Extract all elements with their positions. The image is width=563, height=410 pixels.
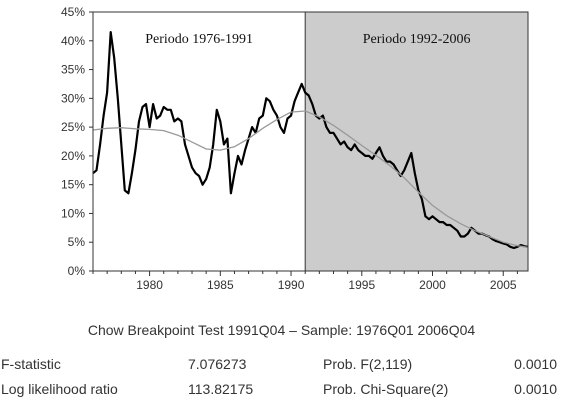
x-tick-label: 1980: [136, 278, 163, 292]
y-tick-label: 25%: [61, 120, 85, 134]
prob-label: Prob. Chi-Square(2): [323, 381, 449, 397]
period-label-1: Periodo 1976-1991: [145, 32, 253, 47]
y-tick-label: 40%: [61, 34, 85, 48]
x-axis: 1980 1985 1990 1995 2000 2005: [92, 271, 518, 292]
y-tick-label: 0%: [68, 264, 86, 278]
stat-value: 7.076273: [188, 356, 247, 372]
stat-label: F-statistic: [1, 356, 61, 372]
trend-series-line: [92, 110, 529, 249]
y-tick-label: 20%: [61, 149, 85, 163]
y-tick-label: 45%: [61, 5, 85, 19]
chow-breakpoint-chart: Periodo 1976-1991 Periodo 1992-2006 0% 5% 1…: [61, 5, 529, 292]
x-tick-label: 1990: [278, 278, 305, 292]
chow-test-title: Chow Breakpoint Test 1991Q04 – Sample: 1…: [87, 322, 476, 338]
y-tick-label: 35%: [61, 63, 85, 77]
prob-value: 0.0010: [514, 356, 557, 372]
y-tick-label: 5%: [68, 235, 86, 249]
stats-row-f-statistic: F-statistic 7.076273 Prob. F(2,119) 0.00…: [0, 356, 563, 376]
actual-series-line: [92, 31, 529, 250]
prob-label: Prob. F(2,119): [323, 356, 413, 372]
period-region-1: [93, 12, 306, 271]
x-tick-label: 2000: [419, 278, 446, 292]
x-tick-label: 1995: [348, 278, 375, 292]
stat-label: Log likelihood ratio: [1, 381, 118, 397]
y-tick-label: 10%: [61, 206, 85, 220]
plot-frame: [92, 11, 529, 272]
y-axis: 0% 5% 10% 15% 20% 25% 30% 35% 40% 45%: [61, 5, 93, 278]
y-tick-label: 15%: [61, 178, 85, 192]
prob-value: 0.0010: [514, 381, 557, 397]
series-lines: [92, 31, 529, 250]
period-region-2: [305, 12, 528, 271]
x-tick-label: 2005: [490, 278, 517, 292]
stats-row-log-likelihood: Log likelihood ratio 113.82175 Prob. Chi…: [0, 381, 563, 401]
y-tick-label: 30%: [61, 91, 85, 105]
period-regions: Periodo 1976-1991 Periodo 1992-2006: [93, 12, 528, 271]
period-label-2: Periodo 1992-2006: [363, 32, 471, 47]
stat-value: 113.82175: [188, 381, 254, 397]
x-tick-label: 1985: [207, 278, 234, 292]
